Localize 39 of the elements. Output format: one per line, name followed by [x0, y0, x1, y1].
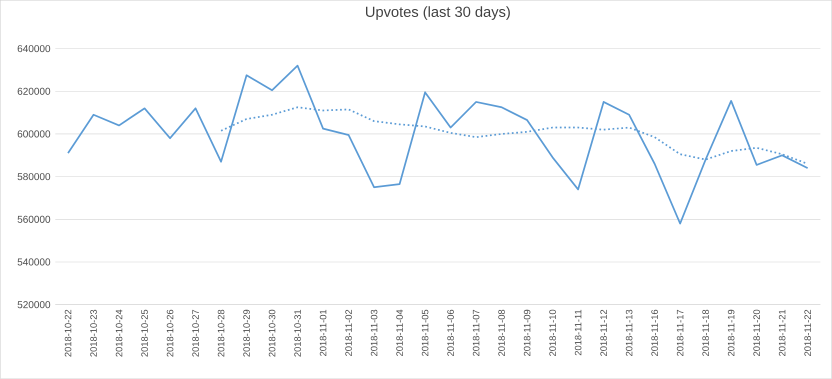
- x-tick-label: 2018-10-27: [192, 310, 199, 357]
- x-tick-label: 2018-11-03: [370, 310, 378, 356]
- chart-title: Upvotes (last 30 days): [366, 6, 510, 20]
- x-tick-label: 2018-10-24: [116, 310, 122, 357]
- line-series: [67, 64, 809, 224]
- x-tick-label: 2018-10-22: [64, 310, 72, 357]
- y-tick-label: 560000: [18, 216, 50, 223]
- y-tick-label: 620000: [18, 88, 50, 95]
- x-tick-label: 2018-11-08: [498, 310, 505, 356]
- x-tick-label: 2018-11-17: [676, 310, 684, 356]
- y-tick-label: 540000: [18, 258, 50, 266]
- x-tick-label: 2018-10-30: [268, 310, 276, 357]
- y-tick-label: 600000: [18, 130, 50, 138]
- y-tick-label: 580000: [18, 173, 50, 180]
- x-tick-label: 2018-11-07: [472, 310, 480, 356]
- x-tick-label: 2018-11-09: [524, 310, 530, 356]
- x-tick-label: 2018-11-04: [396, 310, 403, 356]
- x-tick-label: 2018-10-29: [243, 310, 250, 357]
- x-tick-label: 2018-11-11: [574, 310, 582, 356]
- x-tick-label: 2018-11-06: [447, 310, 454, 356]
- y-tick-label: 520000: [18, 301, 50, 308]
- y-tick-label: 640000: [18, 45, 50, 52]
- x-tick-label: 2018-10-28: [218, 310, 224, 357]
- x-tick-label: 2018-10-23: [90, 310, 97, 357]
- x-tick-label: 2018-11-16: [651, 310, 658, 356]
- x-tick-label: 2018-10-25: [141, 310, 148, 357]
- x-tick-label: 2018-10-31: [294, 310, 301, 357]
- x-tick-label: 2018-11-19: [728, 310, 734, 356]
- x-tick-label: 2018-11-10: [549, 310, 556, 356]
- x-tick-label: 2018-11-01: [320, 310, 326, 356]
- x-tick-label: 2018-11-21: [778, 310, 786, 356]
- x-tick-label: 2018-10-26: [166, 310, 174, 357]
- x-tick-label: 2018-11-12: [600, 310, 607, 356]
- x-tick-label: 2018-11-22: [804, 310, 811, 356]
- x-tick-label: 2018-11-20: [753, 310, 760, 356]
- x-tick-label: 2018-11-05: [422, 310, 428, 356]
- x-tick-label: 2018-11-13: [626, 310, 632, 356]
- x-tick-label: 2018-11-18: [702, 310, 709, 356]
- x-tick-label: 2018-11-02: [345, 310, 352, 356]
